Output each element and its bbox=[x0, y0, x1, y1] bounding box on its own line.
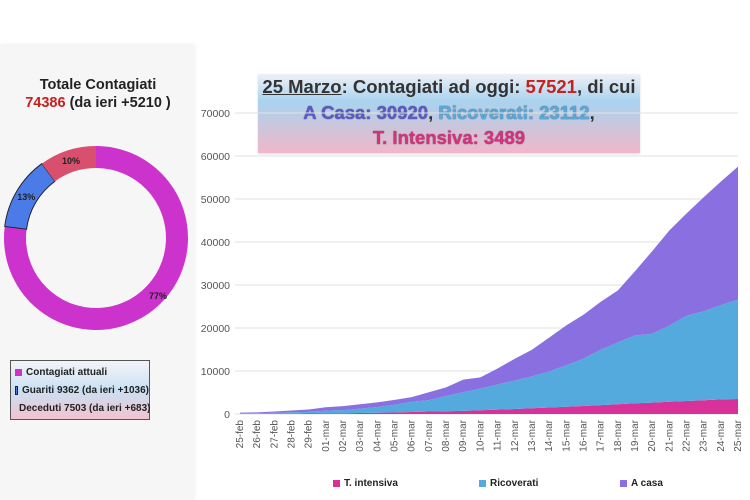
x-tick-label: 25-feb bbox=[235, 420, 246, 449]
legend-item-guariti: Guariti 9362 (da ieri +1036) bbox=[11, 381, 149, 399]
x-tick-label: 03-mar bbox=[355, 419, 366, 451]
legend-swatch bbox=[479, 480, 486, 487]
x-tick-label: 05-mar bbox=[390, 419, 401, 451]
legend-swatch bbox=[333, 480, 340, 487]
area-chart: 0 10000 20000 30000 40000 50000 60000 70000 25-f… bbox=[201, 108, 744, 452]
donut-chart: 77% 13% 10% bbox=[3, 146, 188, 330]
x-tick-label: 19-mar bbox=[630, 419, 641, 451]
headline-sep: , bbox=[589, 101, 595, 123]
x-tick-label: 11-mar bbox=[493, 419, 504, 451]
total-label: Totale Contagiati bbox=[39, 77, 157, 93]
headline-sep: , bbox=[428, 101, 439, 123]
legend-item-deceduti: Deceduti 7503 (da ieri +683) bbox=[11, 399, 151, 417]
x-tick-label: 01-mar bbox=[321, 419, 332, 451]
x-tick-label: 06-mar bbox=[407, 419, 418, 451]
x-tick-label: 04-mar bbox=[372, 419, 383, 451]
headline-date: 25 Marzo bbox=[262, 76, 342, 97]
legend-label: Guariti 9362 (da ieri +1036) bbox=[21, 384, 149, 396]
x-tick-label: 13-mar bbox=[527, 419, 538, 451]
x-tick-label: 28-feb bbox=[287, 420, 298, 449]
x-tick-label: 20-mar bbox=[647, 419, 658, 451]
x-tick-label: 22-mar bbox=[681, 419, 692, 451]
x-tick-label: 09-mar bbox=[458, 419, 469, 451]
y-tick-label: 60000 bbox=[201, 151, 230, 163]
x-tick-label: 18-mar bbox=[613, 419, 624, 451]
y-tick-label: 70000 bbox=[201, 108, 230, 120]
x-tick-label: 29-feb bbox=[304, 420, 315, 449]
headline-current: 57521 bbox=[525, 76, 577, 97]
total-delta: (da ieri +5210 ) bbox=[69, 95, 171, 111]
x-tick-label: 15-mar bbox=[561, 419, 572, 451]
donut-slice-label: 13% bbox=[17, 192, 35, 202]
legend-label: A casa bbox=[631, 478, 663, 489]
y-tick-label: 40000 bbox=[201, 237, 230, 249]
headline-text-end: , di cui bbox=[576, 76, 636, 97]
legend-swatch bbox=[15, 368, 22, 376]
chart-legend-ricoverati: Ricoverati bbox=[479, 478, 538, 489]
headline-line-3: T. Intensiva: 3489 bbox=[258, 125, 640, 151]
area-ricoverati bbox=[240, 299, 738, 414]
x-tick-label: 02-mar bbox=[338, 419, 349, 451]
chart-legend-acasa: A casa bbox=[620, 478, 663, 489]
headline-line-2: A Casa: 30920, Ricoverati: 23112, bbox=[258, 100, 640, 126]
legend-label: Deceduti 7503 (da ieri +683) bbox=[19, 402, 151, 414]
donut-legend: Contagiati attuali Guariti 9362 (da ieri… bbox=[10, 360, 150, 420]
y-tick-label: 20000 bbox=[201, 323, 230, 335]
legend-item-contagiati: Contagiati attuali bbox=[11, 363, 149, 381]
x-tick-label: 12-mar bbox=[510, 419, 521, 451]
x-tick-label: 21-mar bbox=[664, 419, 675, 451]
total-value-line: 74386 (da ieri +5210 ) bbox=[0, 94, 196, 112]
area-a-casa bbox=[240, 166, 738, 414]
x-tick-label: 25-mar bbox=[733, 419, 744, 451]
x-tick-label: 23-mar bbox=[699, 419, 710, 451]
headline-line-1: 25 Marzo: Contagiati ad oggi: 57521, di … bbox=[258, 74, 640, 100]
legend-label: T. intensiva bbox=[344, 478, 398, 489]
donut-slice-label: 77% bbox=[149, 291, 167, 301]
headline-text: : Contagiati ad oggi: bbox=[341, 76, 526, 97]
x-tick-label: 08-mar bbox=[441, 419, 452, 451]
donut-slice-deceduti bbox=[41, 146, 96, 182]
x-tick-label: 16-mar bbox=[578, 419, 589, 451]
y-tick-label: 10000 bbox=[201, 366, 230, 378]
legend-label: Ricoverati bbox=[490, 478, 539, 489]
donut-title: Totale Contagiati 74386 (da ieri +5210 ) bbox=[0, 76, 196, 112]
headline-casa: A Casa: 30920 bbox=[303, 101, 429, 123]
x-tick-label: 24-mar bbox=[716, 419, 727, 451]
headline-intensiva: T. Intensiva: 3489 bbox=[372, 127, 526, 148]
x-tick-label: 27-feb bbox=[269, 420, 280, 449]
legend-label: Contagiati attuali bbox=[26, 366, 108, 378]
chart-legend-intensiva: T. intensiva bbox=[333, 478, 398, 489]
donut-slice-label: 10% bbox=[62, 156, 80, 166]
x-tick-label: 07-mar bbox=[424, 419, 435, 451]
x-tick-label: 14-mar bbox=[544, 419, 555, 451]
legend-swatch bbox=[620, 480, 627, 487]
y-tick-label: 30000 bbox=[201, 280, 230, 292]
area-t-intensiva bbox=[240, 398, 738, 414]
y-tick-label: 50000 bbox=[201, 194, 230, 206]
headline-ricoverati: Ricoverati: 23112 bbox=[438, 101, 590, 123]
x-tick-label: 26-feb bbox=[252, 420, 263, 449]
total-value: 74386 bbox=[25, 95, 66, 111]
x-tick-label: 10-mar bbox=[475, 419, 486, 451]
legend-swatch bbox=[15, 385, 18, 395]
y-tick-label: 0 bbox=[224, 409, 230, 421]
x-tick-label: 17-mar bbox=[596, 419, 607, 451]
